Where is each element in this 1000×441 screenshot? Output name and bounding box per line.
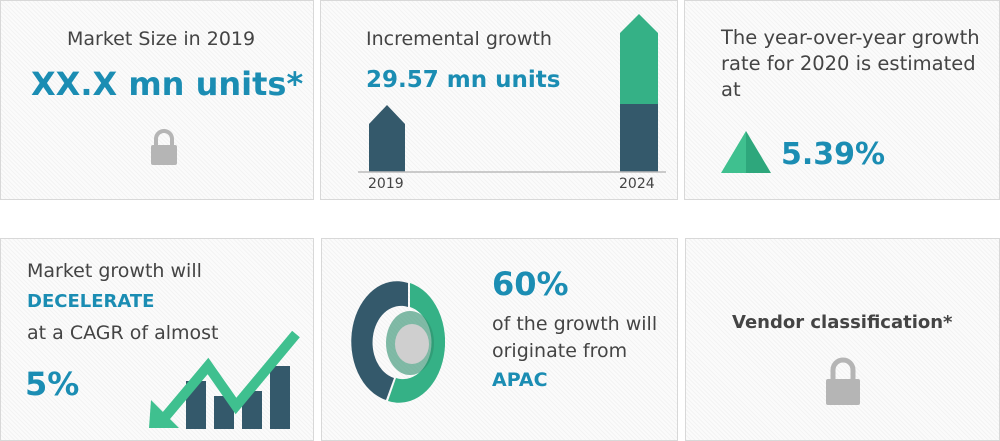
donut-other-segment — [351, 281, 408, 400]
market-size-label: Market Size in 2019 — [67, 28, 256, 50]
yoy-value: 5.39% — [781, 137, 886, 172]
cagr-line2: at a CAGR of almost — [27, 322, 219, 344]
lock-icon — [151, 129, 177, 165]
year-2024: 2024 — [619, 176, 655, 192]
donut-apac-segment — [388, 283, 445, 403]
bar-2024-base — [620, 104, 658, 172]
cagr-value: 5% — [25, 365, 80, 403]
growth-bars — [358, 14, 666, 173]
region-panel: 60% of the growth will originate from AP… — [321, 238, 678, 441]
lock-icon — [826, 357, 860, 405]
incremental-growth-panel: Incremental growth 29.57 mn units 2019 2… — [320, 0, 678, 200]
cagr-line1: Market growth will — [27, 260, 202, 282]
market-size-value: XX.X mn units* — [31, 65, 304, 103]
bar-2024-increment — [620, 14, 658, 104]
year-2019: 2019 — [368, 176, 404, 192]
cagr-panel: Market growth will DECELERATE at a CAGR … — [0, 238, 314, 441]
region-name: APAC — [492, 369, 548, 391]
yoy-panel: The year-over-year growth rate for 2020 … — [684, 0, 1000, 200]
bar-2019 — [369, 105, 405, 172]
region-line1: of the growth will — [492, 313, 658, 335]
vendor-label: Vendor classification* — [732, 312, 953, 333]
incremental-label: Incremental growth — [366, 28, 552, 50]
donut-chart — [351, 281, 445, 403]
region-line2: originate from — [492, 340, 628, 362]
incremental-value: 29.57 mn units — [366, 67, 561, 93]
cagr-emphasis: DECELERATE — [27, 291, 155, 312]
declining-chart-icon — [149, 331, 300, 429]
yoy-label: The year-over-year growth rate for 2020 … — [721, 26, 980, 101]
vendor-panel: Vendor classification* — [685, 238, 1000, 441]
region-value: 60% — [492, 265, 569, 303]
market-size-panel: Market Size in 2019 XX.X mn units* — [0, 0, 314, 200]
triangle-up-icon — [721, 131, 771, 173]
